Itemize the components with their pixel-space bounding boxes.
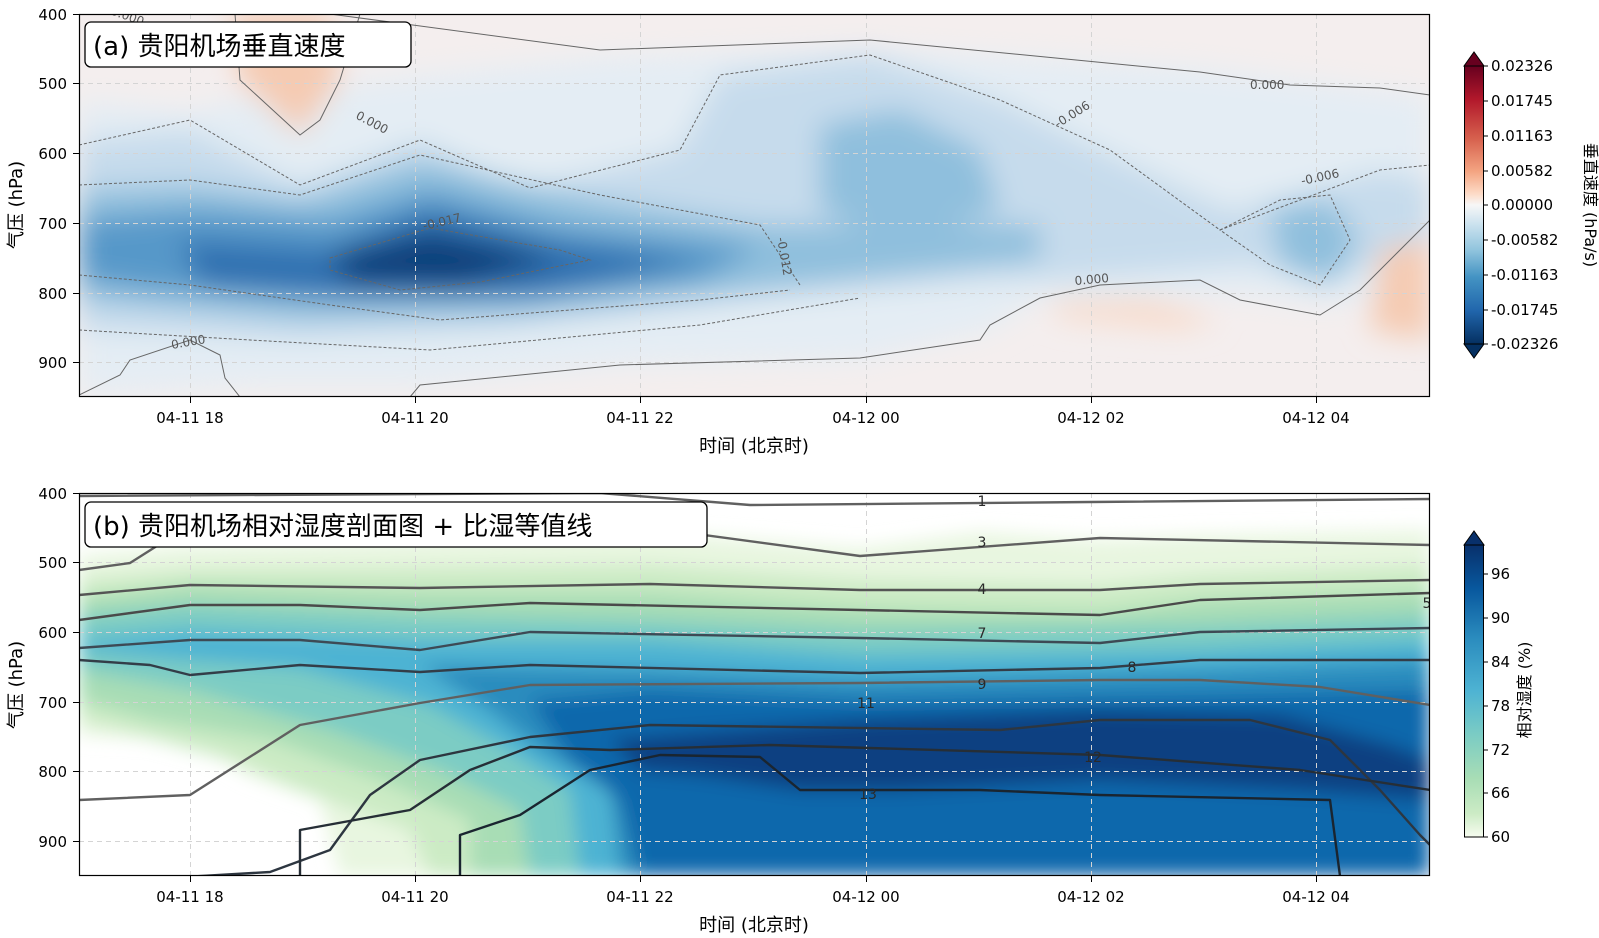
chart-title-b: (b) 贵阳机场相对湿度剖面图 + 比湿等值线 — [93, 512, 592, 542]
plot-frame-a — [78, 13, 1431, 398]
plot-frame-b — [78, 492, 1431, 877]
contour-label: 1 — [978, 494, 987, 510]
x-axis-b: 04-11 18 04-11 20 04-11 22 04-12 00 04-1… — [156, 876, 1350, 936]
title-box-a — [84, 21, 412, 68]
colorbar-tick-label: 0.01745 — [1491, 92, 1553, 110]
x-tick-label: 04-11 22 — [606, 409, 673, 427]
contour-label: 0.000 — [170, 332, 206, 352]
colorbar-tick-label: -0.01745 — [1491, 301, 1558, 319]
x-tick-label: 04-12 02 — [1057, 888, 1124, 906]
x-axis-label-a: 时间 (北京时) — [699, 436, 809, 457]
contour-label: 9 — [978, 677, 987, 693]
x-tick-label: 04-11 20 — [381, 888, 448, 906]
colorbar-tick-label: -0.02326 — [1491, 335, 1558, 353]
x-axis-a: 04-11 18 04-11 20 04-11 22 04-12 00 04-1… — [156, 397, 1350, 457]
colorbar-b: 96 90 84 78 72 66 60 相对湿度 (%) — [1463, 530, 1534, 846]
colorbar-tick-label: 0.02326 — [1491, 57, 1553, 75]
colorbar-scale-a — [1464, 65, 1484, 345]
colorbar-tick-label: 66 — [1491, 784, 1510, 802]
colorbar-tick-label: -0.01163 — [1491, 266, 1558, 284]
contour-label: 7 — [978, 626, 987, 642]
x-tick-label: 04-12 00 — [832, 888, 899, 906]
x-tick-label: 04-11 18 — [156, 888, 223, 906]
y-tick-label: 800 — [38, 285, 67, 303]
y-tick-label: 600 — [38, 624, 67, 642]
colorbar-tick-label: 78 — [1491, 697, 1510, 715]
contour-labels-b: 1 3 4 5 7 8 9 11 12 13 — [857, 494, 1432, 803]
contour-label: 0.000 — [1074, 271, 1109, 288]
x-tick-label: 04-12 00 — [832, 409, 899, 427]
grid-b — [79, 493, 1430, 876]
colorbar-tick-label: 0.00582 — [1491, 162, 1553, 180]
colorbar-tick-label: 90 — [1491, 609, 1510, 627]
contour-label: 5 — [1423, 596, 1432, 612]
colorbar-tick-label: 72 — [1491, 741, 1510, 759]
y-axis-label-b: 气压 (hPa) — [6, 641, 27, 729]
x-tick-label: 04-12 04 — [1282, 409, 1349, 427]
y-tick-label: 800 — [38, 763, 67, 781]
colorbar-tick-label: 0.00000 — [1491, 196, 1553, 214]
contour-label: 0.000 — [1250, 78, 1284, 92]
colorbar-scale-b — [1464, 544, 1484, 838]
x-tick-label: 04-12 04 — [1282, 888, 1349, 906]
y-tick-label: 900 — [38, 833, 67, 851]
colorbar-tick-label: 0.01163 — [1491, 127, 1553, 145]
contour-label: 11 — [857, 696, 875, 712]
colorbar-tick-label: 96 — [1491, 565, 1510, 583]
y-tick-label: 700 — [38, 694, 67, 712]
colorbar-tick-label: -0.00582 — [1491, 231, 1558, 249]
vertical-velocity-field: 0.000 0.000 0.000 0.000 0.000 -0.006 -0.… — [79, 14, 1430, 397]
contour-label: 13 — [859, 787, 877, 803]
contour-label: 12 — [1084, 750, 1102, 766]
relative-humidity-panel: 1 3 4 5 7 8 9 11 12 13 (b) 贵阳机场相对湿度剖面图 +… — [6, 485, 1534, 936]
contour-label: 4 — [978, 582, 987, 598]
colorbar-extend-top — [1463, 51, 1485, 67]
y-tick-label: 400 — [38, 485, 67, 503]
x-tick-label: 04-11 18 — [156, 409, 223, 427]
colorbar-tick-label: 60 — [1491, 828, 1510, 846]
title-box-b — [84, 501, 708, 548]
y-tick-label: 600 — [38, 145, 67, 163]
y-axis-label-a: 气压 (hPa) — [6, 161, 27, 249]
y-tick-label: 400 — [38, 6, 67, 24]
contours-a — [79, 14, 1430, 397]
colorbar-extend-top — [1463, 530, 1485, 546]
x-tick-label: 04-11 22 — [606, 888, 673, 906]
colorbar-a: 0.02326 0.01745 0.01163 0.00582 0.00000 … — [1463, 51, 1599, 359]
colorbar-label-b: 相对湿度 (%) — [1515, 642, 1534, 739]
vertical-velocity-panel: 0.000 0.000 0.000 0.000 0.000 -0.006 -0.… — [6, 6, 1599, 457]
y-axis-b: 400 500 600 700 800 900 气压 (hPa) — [6, 485, 79, 851]
y-tick-label: 500 — [38, 554, 67, 572]
x-tick-label: 04-12 02 — [1057, 409, 1124, 427]
y-axis-a: 400 500 600 700 800 900 气压 (hPa) — [6, 6, 79, 372]
colorbar-label-a: 垂直速度 (hPa/s) — [1581, 143, 1599, 267]
x-axis-label-b: 时间 (北京时) — [699, 915, 809, 936]
contour-label: -0.012 — [774, 236, 795, 277]
colorbar-extend-bottom — [1463, 343, 1485, 359]
chart-title-a: (a) 贵阳机场垂直速度 — [93, 32, 346, 62]
y-tick-label: 700 — [38, 215, 67, 233]
colorbar-tick-label: 84 — [1491, 653, 1510, 671]
y-tick-label: 900 — [38, 354, 67, 372]
y-tick-label: 500 — [38, 75, 67, 93]
x-tick-label: 04-11 20 — [381, 409, 448, 427]
relative-humidity-field: 1 3 4 5 7 8 9 11 12 13 — [79, 493, 1432, 876]
contour-label: 3 — [978, 535, 987, 551]
contour-label: 8 — [1128, 660, 1137, 676]
